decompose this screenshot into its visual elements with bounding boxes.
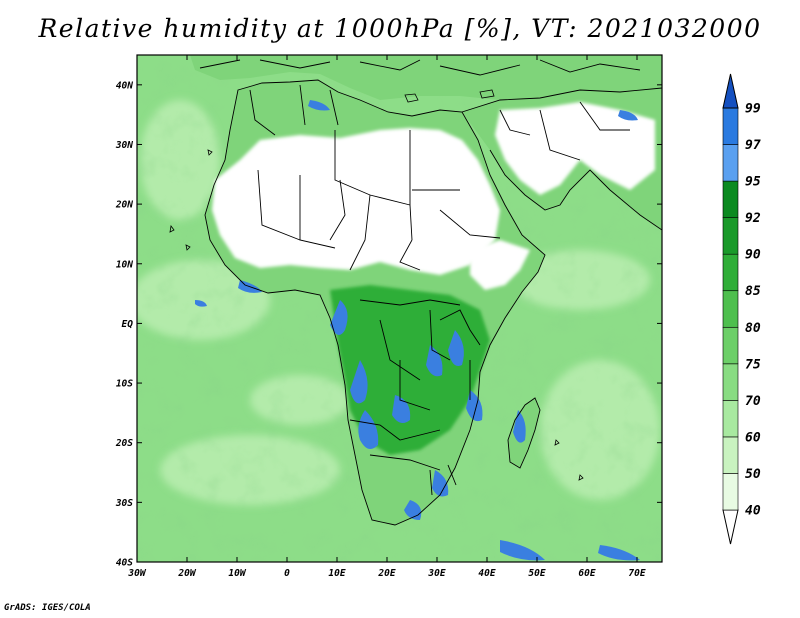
colorbar-segment: [722, 290, 739, 328]
longitude-axis: 30W 20W 10W 0 10E 20E 30E 40E 50E 60E 70E: [127, 55, 646, 579]
island-outlines: [169, 89, 584, 481]
colorbar-label: 85: [745, 284, 761, 299]
lat-tick-label: EQ: [122, 319, 134, 330]
lat-tick-label: 10N: [116, 259, 133, 270]
colorbar: 40 50 60 70 75 80 85 90 92 95 97 99: [722, 73, 761, 545]
chart-title: Relative humidity at 1000hPa [%], VT: 20…: [38, 14, 762, 43]
lon-tick-label: 0: [284, 568, 290, 579]
colorbar-segment: [722, 363, 739, 401]
lon-tick-label: 50E: [528, 568, 545, 579]
lon-tick-label: 20E: [377, 568, 395, 579]
colorbar-high-arrow: [722, 73, 739, 109]
colorbar-segment: [722, 180, 739, 218]
colorbar-label: 97: [745, 138, 761, 153]
colorbar-segment: [722, 144, 739, 182]
map-frame: [136, 54, 663, 563]
colorbar-segment: [722, 253, 739, 292]
colorbar-segment: [722, 473, 739, 511]
colorbar-label: 60: [745, 430, 761, 445]
colorbar-label: 75: [745, 357, 761, 372]
lat-tick-label: 10S: [116, 379, 133, 390]
lat-tick-label: 30N: [115, 140, 133, 151]
lon-tick-label: 10E: [328, 568, 345, 579]
colorbar-label: 95: [745, 175, 761, 190]
lon-tick-label: 30E: [427, 568, 445, 579]
saturated-patches: [195, 100, 640, 561]
colorbar-label: 40: [745, 504, 761, 519]
grads-credit: GrADS: IGES/COLA: [4, 603, 91, 613]
colorbar-label: 92: [745, 211, 761, 226]
colorbar-segment: [722, 436, 739, 474]
lat-tick-label: 30S: [115, 498, 133, 509]
latitude-axis: 40N 30N 20N 10N EQ 10S 20S 30S 40S: [115, 80, 662, 569]
lon-tick-label: 60E: [578, 568, 595, 579]
lat-tick-label: 40N: [116, 80, 133, 91]
colorbar-segment: [722, 217, 739, 255]
lon-tick-label: 70E: [628, 568, 645, 579]
lon-tick-label: 30W: [127, 568, 146, 579]
arabia-dry-region: [495, 102, 655, 195]
colorbar-low-arrow: [722, 509, 739, 545]
map-field: [137, 55, 662, 562]
country-borders: [199, 59, 662, 526]
lat-tick-label: 20N: [115, 200, 133, 211]
horn-dry-region: [470, 240, 530, 290]
colorbar-label: 99: [745, 102, 761, 117]
colorbar-label: 70: [745, 394, 761, 409]
lat-tick-label: 20S: [115, 438, 133, 449]
lon-tick-label: 10W: [228, 568, 246, 579]
congo-moist-region: [330, 285, 490, 455]
colorbar-label: 80: [745, 321, 761, 336]
colorbar-segment: [722, 107, 739, 145]
colorbar-label: 50: [745, 467, 761, 482]
lon-tick-label: 40E: [478, 568, 495, 579]
colorbar-label: 90: [745, 248, 761, 263]
colorbar-segment: [722, 400, 739, 438]
colorbar-segment: [722, 326, 739, 365]
sahara-dry-region: [212, 128, 500, 275]
lat-tick-label: 40S: [116, 558, 133, 569]
lon-tick-label: 20W: [177, 568, 196, 579]
